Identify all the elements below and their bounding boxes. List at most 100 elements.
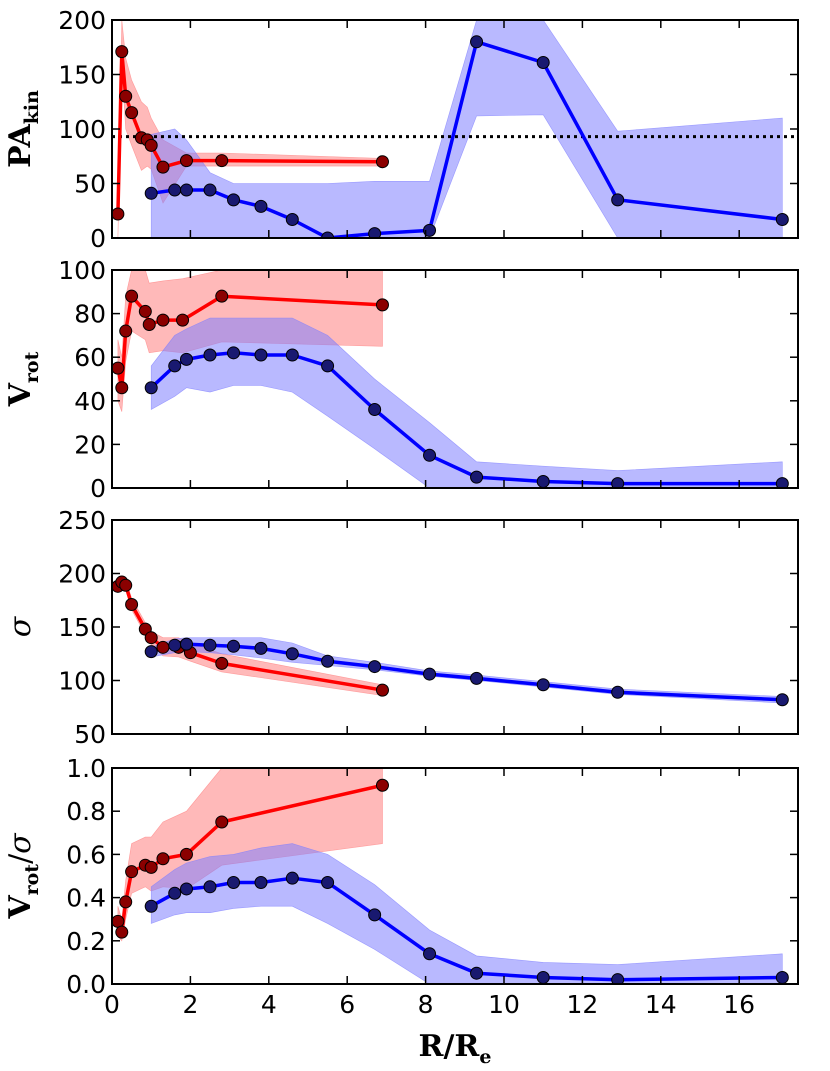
point-blue [285,647,299,661]
point-blue [368,227,382,238]
point-blue [423,667,437,681]
y-tick-label: 0.6 [66,840,106,869]
point-red [115,381,129,395]
point-blue [285,212,299,226]
y-tick-label: 0.8 [66,797,106,826]
point-blue [470,35,484,49]
band-blue [150,843,783,984]
point-blue [254,199,268,213]
x-axis-title: R/Re [419,1029,492,1068]
point-blue [368,908,382,922]
plot-area [112,575,789,707]
point-blue [536,56,550,70]
panel-1: 0 50 100 150 200 PAkin [3,6,799,253]
series-line-red [116,294,383,390]
x-tick-label: 4 [261,990,277,1019]
y-tick-label: 60 [74,343,106,372]
band-red [117,576,383,696]
point-red [125,598,139,612]
point-blue [611,973,625,984]
y-tick-label: 1.0 [66,754,106,783]
point-blue [254,348,268,362]
x-tick-label: 14 [645,990,677,1019]
point-red [125,289,139,303]
point-blue [321,359,335,373]
point-red [112,207,125,221]
point-blue [254,875,268,889]
point-blue [227,875,241,889]
y-tick-label: 20 [74,430,106,459]
plot-area [112,270,789,488]
point-red [156,160,170,174]
point-blue [203,638,217,652]
axes-frame [111,269,799,489]
point-red [215,154,229,168]
y-tick-label: 150 [58,61,106,90]
point-blue [203,348,217,362]
point-blue [470,966,484,980]
y-tick-label: 40 [74,387,106,416]
point-blue [168,183,182,197]
y-tick-label: 0.2 [66,927,106,956]
point-red [138,304,152,318]
point-blue [470,671,484,685]
point-red [119,895,133,909]
point-red [115,45,129,59]
point-blue [227,193,241,207]
point-red [112,914,125,928]
point-blue [203,183,217,197]
y-axis-title: σ [3,615,38,637]
point-red [215,289,229,303]
point-red [215,815,229,829]
y-tick-label: 0.0 [66,970,106,999]
x-tick-label: 0 [104,990,120,1019]
point-blue [203,880,217,894]
y-tick-label: 100 [58,256,106,285]
point-blue [775,477,789,488]
point-blue [285,348,299,362]
axes-frame [111,519,799,735]
point-red [112,361,125,375]
point-blue [536,971,550,984]
y-tick-label: 150 [58,613,106,642]
point-blue [611,477,625,488]
point-red [125,865,139,879]
point-blue [168,886,182,900]
point-red [156,640,170,654]
point-blue [423,947,437,961]
x-tick-label: 10 [488,990,520,1019]
point-blue [168,359,182,373]
band-blue [150,20,783,238]
point-red [115,925,129,939]
point-blue [775,212,789,226]
point-red [179,154,193,168]
point-blue [536,678,550,692]
point-blue [611,193,625,207]
x-tick-label: 6 [339,990,355,1019]
y-axis-title: PAkin [3,90,43,168]
point-blue [144,381,158,395]
point-red [119,578,133,592]
point-blue [285,871,299,885]
point-red [176,313,190,327]
y-tick-label: 80 [74,300,106,329]
x-tick-label: 2 [182,990,198,1019]
point-blue [611,685,625,699]
y-tick-label: 100 [58,115,106,144]
point-red [179,847,193,861]
panel-4: 0 2 4 6 8 10 12 14 16 0.0 0.2 0.4 0.6 0.8 1.0 Vrot/σ R/R… [3,754,799,1068]
point-blue [144,899,158,913]
point-red [375,155,389,169]
point-blue [144,645,158,659]
y-tick-label: 0 [90,474,106,503]
x-tick-label: 8 [418,990,434,1019]
point-blue [321,231,335,238]
y-tick-label: 0.4 [66,884,106,913]
y-tick-label: 50 [74,170,106,199]
point-blue [423,448,437,462]
y-tick-label: 200 [58,6,106,35]
point-blue [179,637,193,651]
y-tick-label: 200 [58,560,106,589]
point-blue [368,660,382,674]
